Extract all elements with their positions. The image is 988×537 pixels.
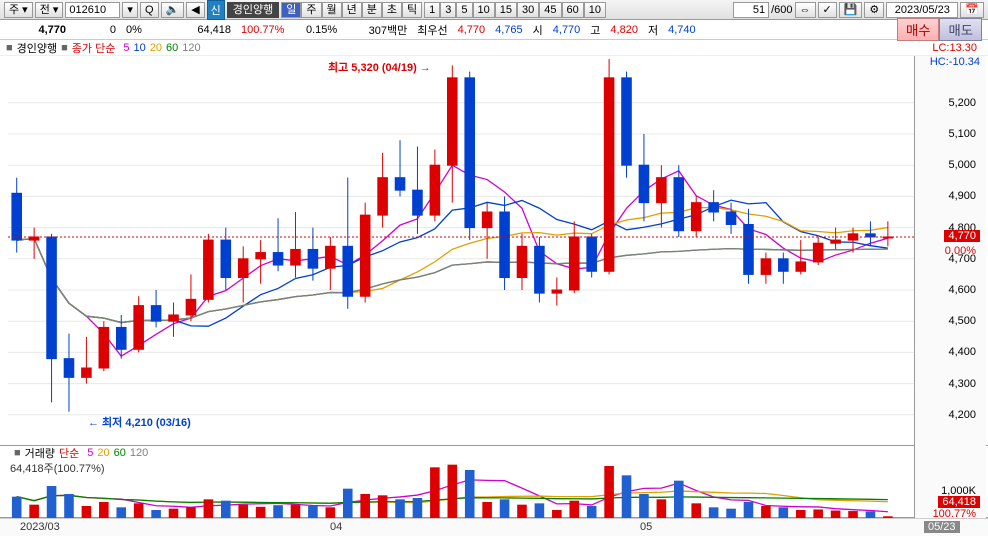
current-price: 4,770 [6,24,66,36]
pref-label: 최우선 [417,22,447,38]
interval-3[interactable]: 3 [440,2,456,18]
sound-icon[interactable]: 🔈 [161,2,185,18]
vol-sub-label: 64,418주(100.77%) [10,460,105,476]
svg-text:최고 5,320 (04/19) →: 최고 5,320 (04/19) → [328,60,431,74]
bar-count-input[interactable] [733,2,769,18]
stock-name: 경인양행 [227,2,279,18]
prev-stock-icon[interactable]: ◀ [186,2,204,18]
ma-legend-5: 5 [123,42,129,54]
x-tick: 05 [640,521,652,533]
interval-1[interactable]: 1 [424,2,440,18]
interval-45[interactable]: 45 [539,2,561,18]
date-input[interactable] [886,2,958,18]
amount: 307백만 [347,22,407,38]
timeframe-월[interactable]: 월 [322,2,342,18]
save-icon[interactable]: 💾 [839,2,863,18]
dropdown-code-icon[interactable]: ▾ [122,2,138,18]
vol-ma-legend-60: 60 [114,447,126,459]
best-ask: 4,765 [495,24,523,36]
ma-legend-60: 60 [166,42,178,54]
date-x-axis: 2023/03 04 05 05/23 [0,518,988,536]
y-tick: 4,600 [948,284,976,296]
volume-chart-area: ■ 거래량 단순 52060120 64,418주(100.77%) 1,000… [0,446,988,518]
open-val: 4,770 [553,24,581,36]
dropdown-type[interactable]: 주 ▾ [4,2,33,18]
interval-10[interactable]: 10 [584,2,606,18]
vol-ma-legend-5: 5 [87,447,93,459]
stock-code-input[interactable] [65,2,120,18]
x-last-date: 05/23 [924,521,960,533]
y-tick: 4,200 [948,409,976,421]
last-price-tag: 4,770 [944,230,980,242]
volume: 64,418 [176,24,231,36]
price-chart-area: 최고 5,320 (04/19) → ← 최저 4,210 (03/16) HC:… [0,56,988,446]
vol-legend-name: 거래량 [25,445,55,461]
x-tick: 2023/03 [20,521,60,533]
best-bid: 4,770 [458,24,486,36]
low-label: 저 [648,22,658,38]
high-label: 고 [590,22,600,38]
timeframe-년[interactable]: 년 [342,2,362,18]
ma-legend-10: 10 [133,42,145,54]
timeframe-틱[interactable]: 틱 [402,2,422,18]
buy-button[interactable]: 매수 [897,18,940,41]
x-tick: 04 [330,521,342,533]
bar-count-total: /600 [771,4,792,16]
hc-label: HC:-10.34 [930,56,980,68]
interval-15[interactable]: 15 [495,2,517,18]
y-tick: 5,200 [948,97,976,109]
y-tick: 4,300 [948,378,976,390]
legend-stock-name: 경인양행 [17,40,57,56]
low-val: 4,740 [668,24,696,36]
y-tick: 4,500 [948,315,976,327]
price-y-axis: HC:-10.34 4,2004,3004,4004,5004,6004,700… [914,56,986,446]
volume-pct2: 0.15% [306,24,337,36]
interval-5[interactable]: 5 [456,2,472,18]
candlestick-chart[interactable]: 최고 5,320 (04/19) → ← 최저 4,210 (03/16) [8,56,914,446]
y-tick: 5,000 [948,159,976,171]
calendar-icon[interactable]: 📅 [960,2,984,18]
svg-text:← 최저 4,210 (03/16): ← 최저 4,210 (03/16) [88,415,191,429]
last-price-pct: 0.00% [945,245,976,257]
timeframe-초[interactable]: 초 [382,2,402,18]
zoom-both-icon[interactable]: ⇔ [795,2,816,18]
y-tick: 4,400 [948,346,976,358]
tool-icon[interactable]: ✓ [818,2,837,18]
dropdown-prev[interactable]: 전 ▾ [35,2,64,18]
volume-y-axis: 1,000K64,418100.77% [914,446,986,518]
search-icon[interactable]: Q [140,2,159,18]
open-label: 시 [533,22,543,38]
badge-sin: 신 [207,0,225,20]
interval-60[interactable]: 60 [562,2,584,18]
timeframe-주[interactable]: 주 [301,2,321,18]
high-val: 4,820 [610,24,638,36]
price-change: 0 [76,24,116,36]
price-legend: ■ 경인양행 ■ 종가 단순 5102060120 LC:13.30 [0,40,988,56]
gear-icon[interactable]: ⚙ [864,2,884,18]
volume-legend: ■ 거래량 단순 52060120 [8,446,154,460]
interval-10[interactable]: 10 [473,2,495,18]
interval-30[interactable]: 30 [517,2,539,18]
price-pct: 0% [126,24,166,36]
legend-ma-label: 종가 단순 [72,40,116,56]
info-bar: 4,770 0 0% 64,418 100.77% 0.15% 307백만 최우… [0,20,988,40]
vol-legend-ma: 단순 [59,445,79,461]
toolbar: 주 ▾ 전 ▾ ▾ Q 🔈 ◀ 신 경인양행 일주월년분초틱 135101530… [0,0,988,20]
ma-legend-120: 120 [182,42,200,54]
timeframe-일[interactable]: 일 [281,2,301,18]
lc-label: LC:13.30 [932,42,977,54]
volume-pct: 100.77% [241,24,296,36]
vol-ma-legend-20: 20 [97,447,109,459]
vol-last-tag: 64,418 [938,496,980,508]
y-tick: 4,900 [948,190,976,202]
ma-legend-20: 20 [150,42,162,54]
sell-button[interactable]: 매도 [939,18,982,41]
vol-ma-legend-120: 120 [130,447,148,459]
y-tick: 5,100 [948,128,976,140]
timeframe-분[interactable]: 분 [362,2,382,18]
